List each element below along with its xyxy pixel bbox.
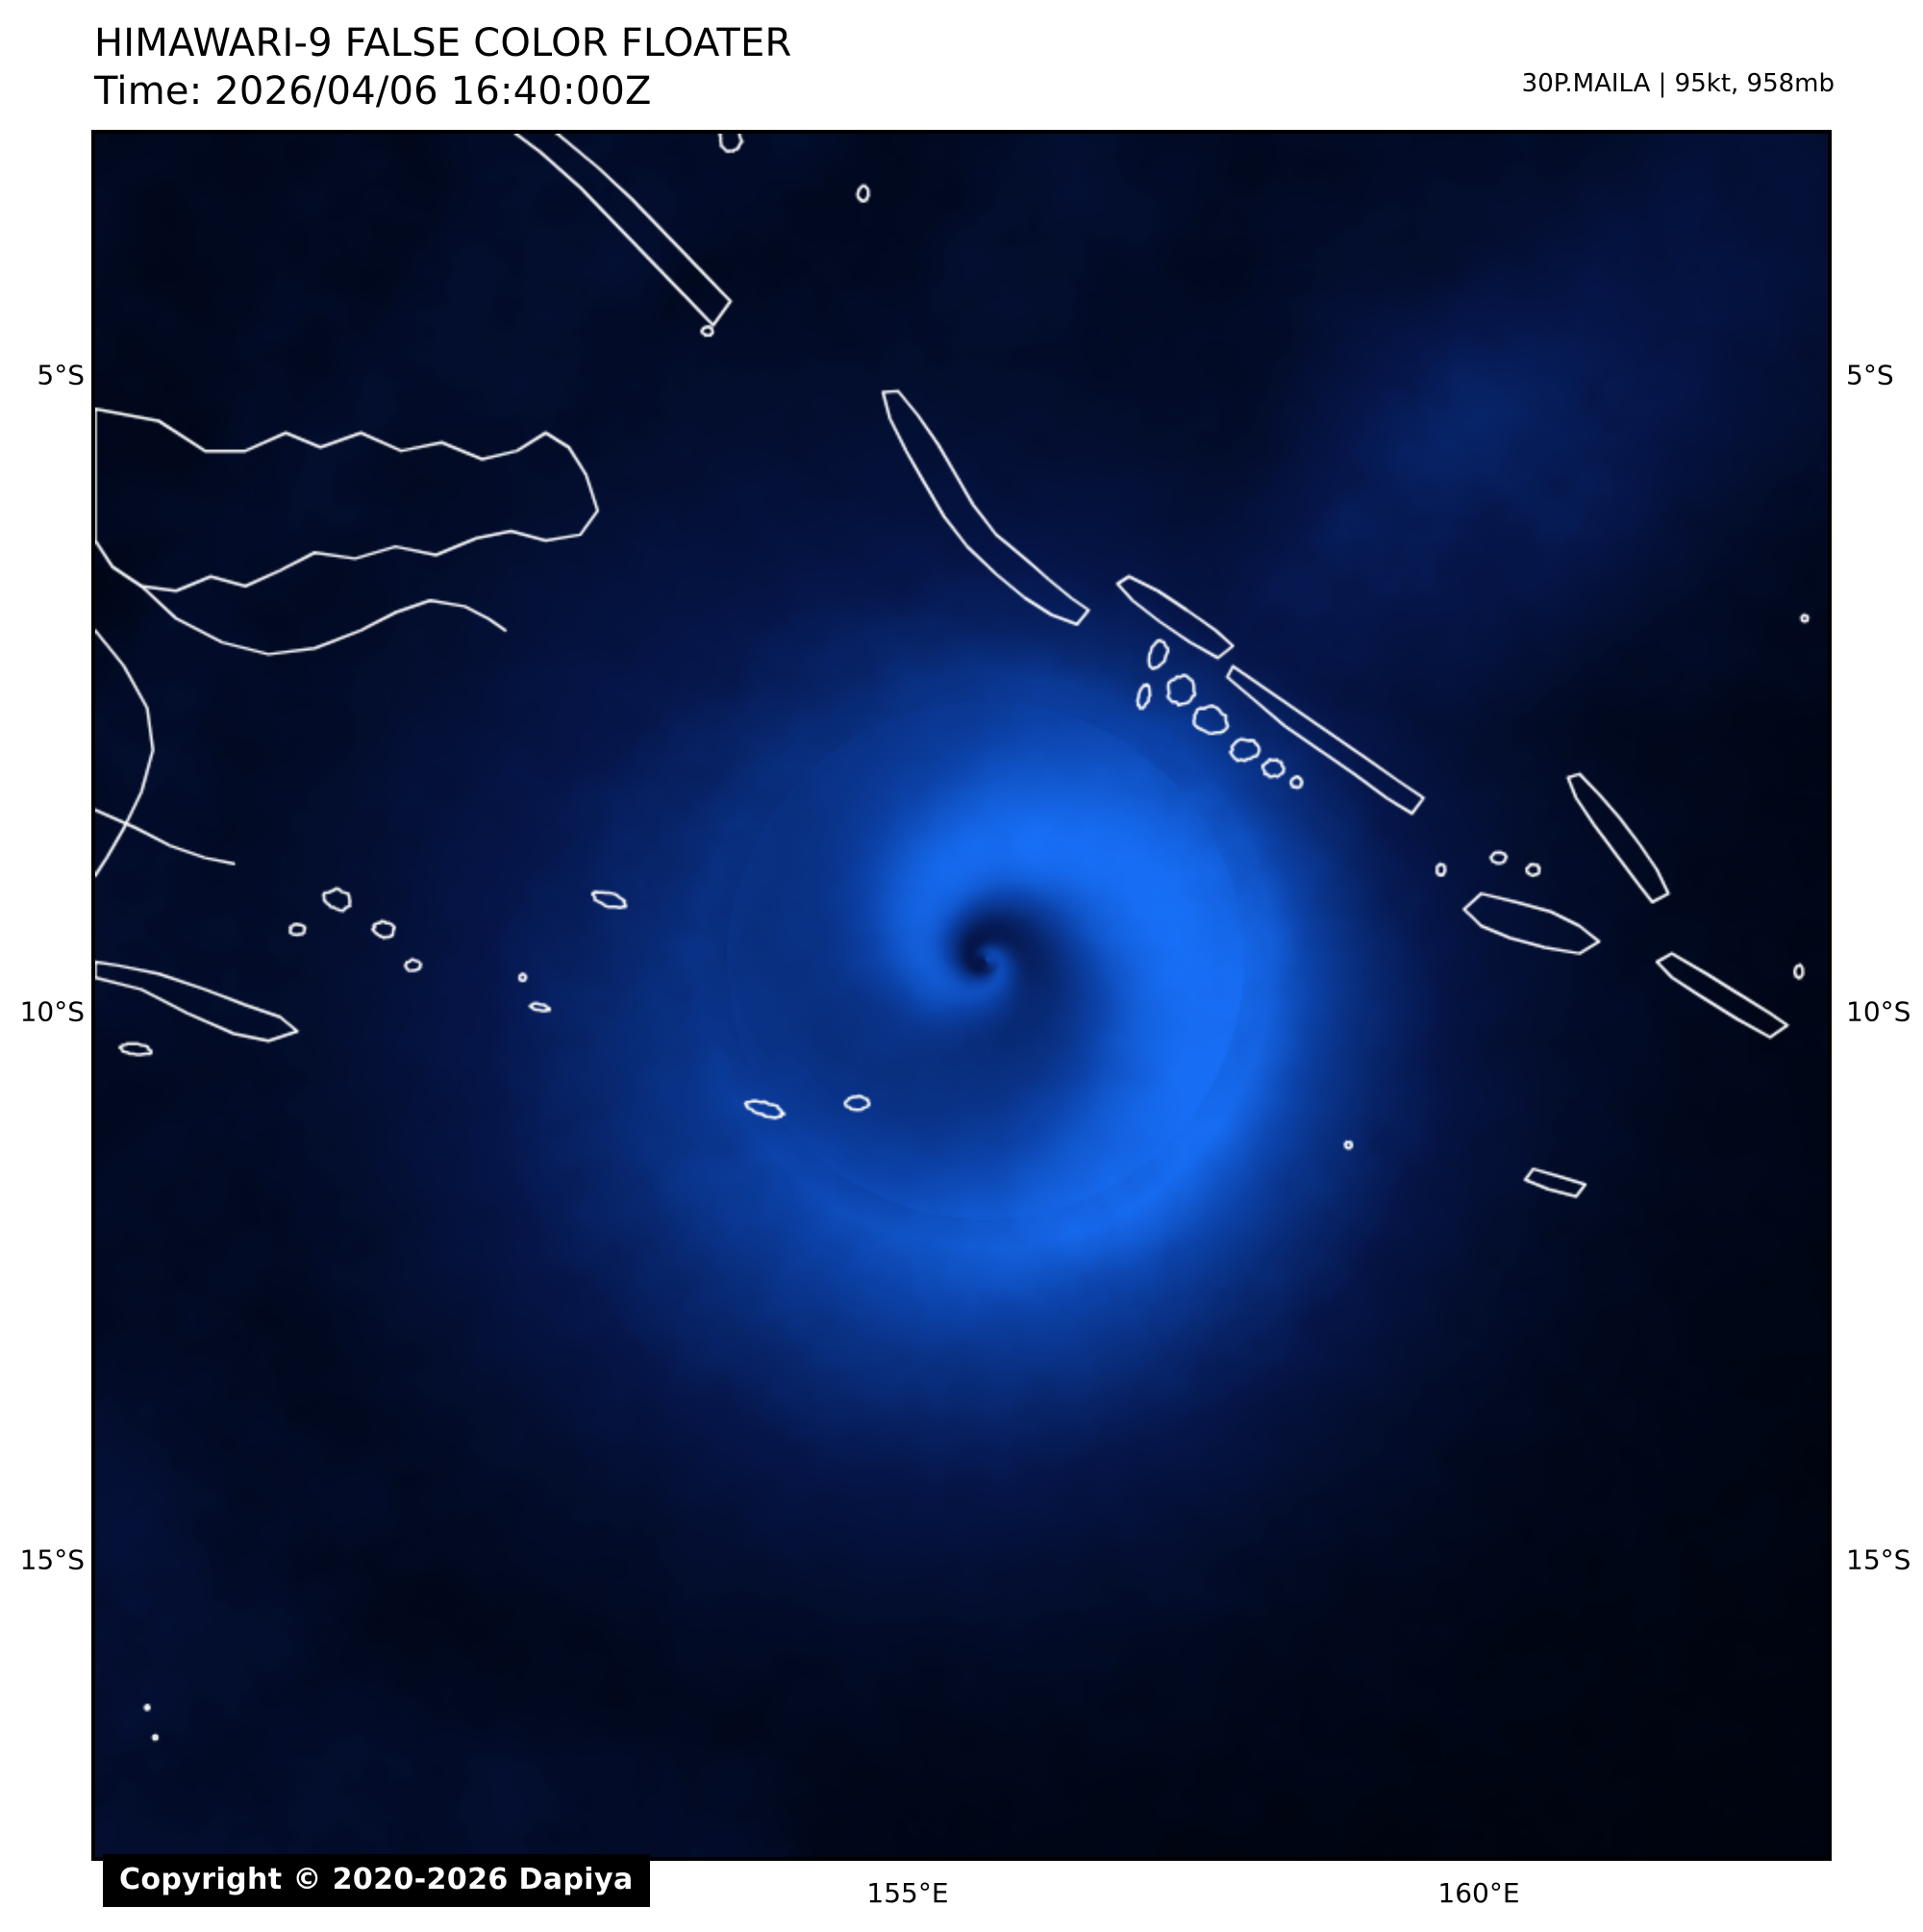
lat-tick-label-left: 5°S: [37, 359, 85, 391]
lat-tick-label-right: 15°S: [1846, 1543, 1911, 1576]
header: HIMAWARI-9 FALSE COLOR FLOATER Time: 202…: [0, 0, 1923, 130]
copyright-banner: Copyright © 2020-2026 Dapiya: [103, 1854, 650, 1907]
satellite-imagery-canvas: [95, 134, 1828, 1857]
storm-intensity-label: 30P.MAILA | 95kt, 958mb: [1521, 69, 1835, 98]
page-title: HIMAWARI-9 FALSE COLOR FLOATER: [94, 21, 792, 65]
lat-tick-label-right: 10°S: [1846, 995, 1911, 1028]
lat-tick-label-right: 5°S: [1846, 359, 1894, 391]
lon-tick-label: 160°E: [1437, 1877, 1520, 1909]
title-block: HIMAWARI-9 FALSE COLOR FLOATER Time: 202…: [94, 19, 792, 115]
lon-tick-label: 155°E: [866, 1877, 949, 1909]
satellite-image-panel: [91, 130, 1832, 1861]
lat-tick-label-left: 15°S: [19, 1543, 85, 1576]
lat-tick-label-left: 10°S: [19, 995, 85, 1028]
timestamp-label: Time: 2026/04/06 16:40:00Z: [94, 69, 652, 113]
